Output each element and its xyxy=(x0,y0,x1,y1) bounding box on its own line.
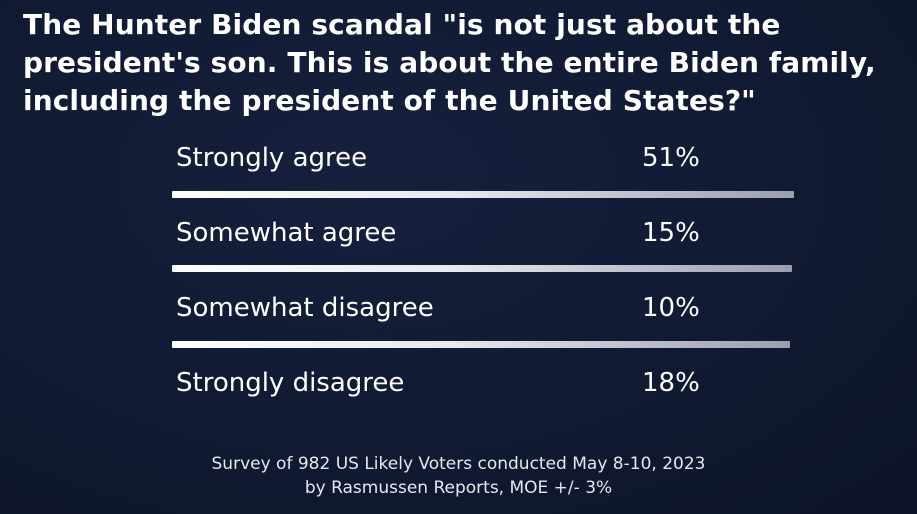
survey-footnote: Survey of 982 US Likely Voters conducted… xyxy=(0,452,917,500)
result-row: Strongly agree 51% xyxy=(176,138,736,178)
response-percent: 10% xyxy=(642,293,700,323)
title-line: The Hunter Biden scandal "is not just ab… xyxy=(23,8,781,41)
response-label: Strongly agree xyxy=(176,143,368,173)
response-percent: 15% xyxy=(642,218,700,248)
title-line: president's son. This is about the entir… xyxy=(23,46,876,79)
result-row: Strongly disagree 18% xyxy=(176,363,736,403)
footnote-line-1: Survey of 982 US Likely Voters conducted… xyxy=(211,454,706,474)
response-label: Somewhat agree xyxy=(176,218,397,248)
row-divider xyxy=(172,265,792,272)
row-divider xyxy=(172,341,790,348)
title-line: including the president of the United St… xyxy=(23,84,756,117)
row-divider xyxy=(172,191,794,198)
result-row: Somewhat agree 15% xyxy=(176,213,736,253)
response-label: Strongly disagree xyxy=(176,368,405,398)
response-label: Somewhat disagree xyxy=(176,293,434,323)
response-percent: 18% xyxy=(642,368,700,398)
response-percent: 51% xyxy=(642,143,700,173)
chart-title: The Hunter Biden scandal "is not just ab… xyxy=(23,6,903,120)
footnote-line-2: by Rasmussen Reports, MOE +/- 3% xyxy=(304,478,613,498)
result-row: Somewhat disagree 10% xyxy=(176,288,736,328)
